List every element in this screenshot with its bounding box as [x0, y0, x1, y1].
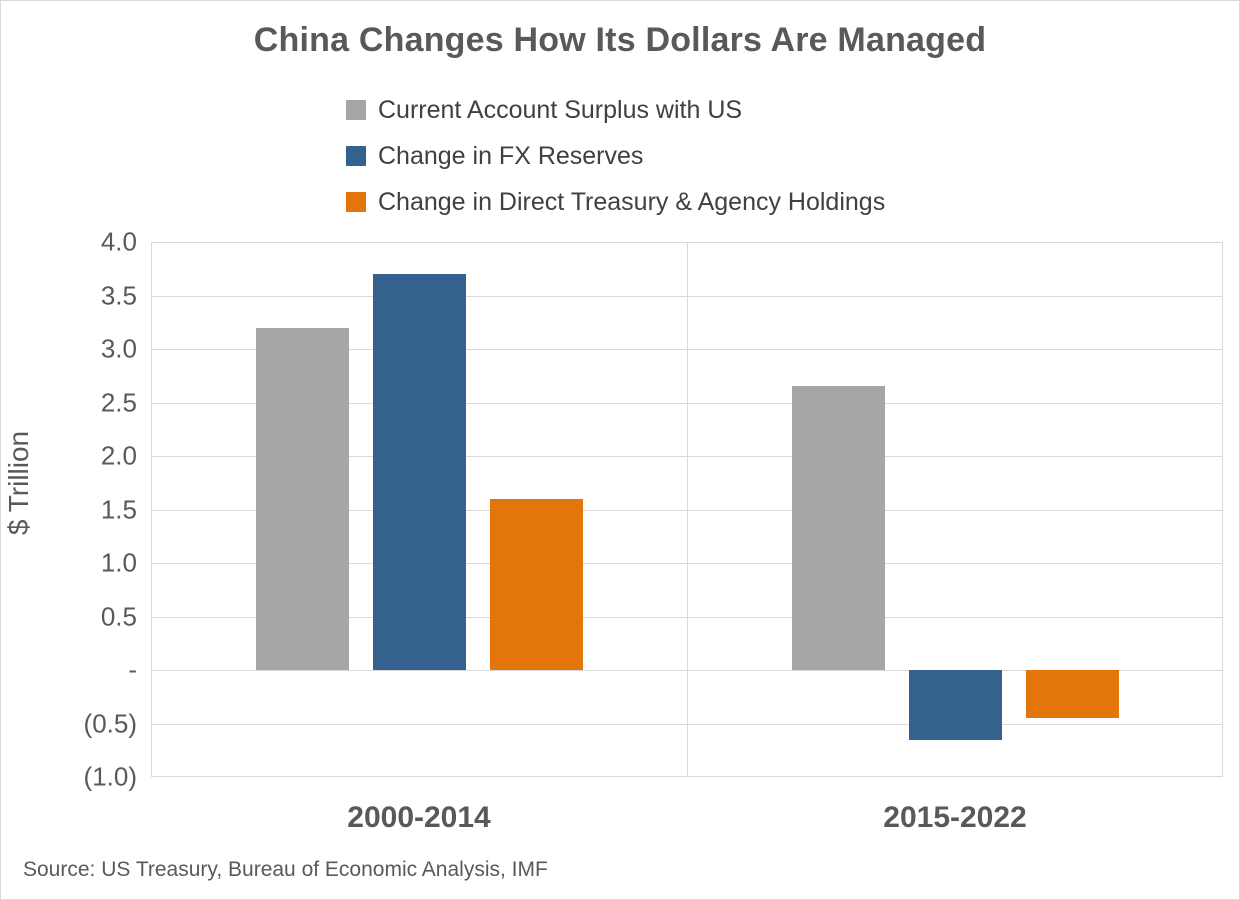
y-tick-label: 0.5 [100, 601, 137, 631]
y-tick-label: (1.0) [83, 761, 137, 792]
legend-label: Change in FX Reserves [378, 141, 644, 170]
plot-border-line [1222, 242, 1223, 777]
y-tick-label: 1.0 [100, 547, 137, 578]
x-axis-label-2000-2014: 2000-2014 [347, 801, 491, 834]
bar-change-in-direct-treasury-agency-holdings-2000-2014 [489, 498, 583, 670]
x-axis-label-2015-2022: 2015-2022 [883, 801, 1027, 834]
y-tick-label: 3.0 [100, 333, 137, 364]
y-tick-label: - [128, 654, 137, 685]
source-note: Source: US Treasury, Bureau of Economic … [23, 858, 548, 881]
bar-change-in-fx-reserves-2015-2022 [908, 670, 1002, 740]
bar-current-account-surplus-with-us-2015-2022 [791, 386, 885, 670]
legend-item: Current Account Surplus with US [346, 87, 885, 133]
legend-swatch-gray-icon [346, 100, 366, 120]
bar-current-account-surplus-with-us-2000-2014 [255, 327, 349, 670]
bar-change-in-fx-reserves-2000-2014 [372, 274, 466, 670]
y-tick-label: (0.5) [83, 708, 137, 738]
y-tick-label: 2.5 [100, 387, 137, 417]
category-divider-line [687, 242, 688, 777]
legend-item: Change in Direct Treasury & Agency Holdi… [346, 179, 885, 225]
legend-swatch-blue-icon [346, 146, 366, 166]
bar-change-in-direct-treasury-agency-holdings-2015-2022 [1025, 670, 1119, 719]
y-tick-label: 2.0 [100, 440, 137, 471]
legend-swatch-orange-icon [346, 192, 366, 212]
plot-area: 4.0 3.5 3.0 2.5 2.0 1.5 1.0 0.5 - (0.5) (1.0) [84, 227, 1223, 792]
x-axis-labels: 2000-2014 2015-2022 [151, 801, 1223, 835]
legend-label: Change in Direct Treasury & Agency Holdi… [378, 187, 886, 216]
y-tick-label: 1.5 [100, 494, 137, 524]
legend-label: Current Account Surplus with US [378, 95, 743, 124]
y-tick-label: 3.5 [100, 280, 137, 310]
legend-item: Change in FX Reserves [346, 133, 885, 179]
chart-title: China Changes How Its Dollars Are Manage… [253, 21, 987, 59]
y-tick-label: 4.0 [100, 226, 137, 257]
legend: Current Account Surplus with US Change i… [346, 87, 885, 225]
plot-border-line [151, 242, 152, 777]
